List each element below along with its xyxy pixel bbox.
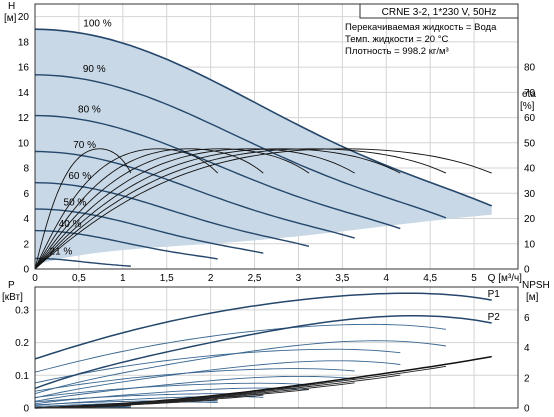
x-tick-label: 0,5: [72, 273, 86, 284]
x-tick-label: 4,5: [423, 273, 437, 284]
y2-tick-label: 4: [524, 343, 530, 354]
x-axis-label: Q [м³/ч]: [488, 273, 523, 284]
y-tick-label: 4: [23, 214, 29, 225]
y2-tick-label: 50: [524, 138, 536, 149]
speed-label: 100 %: [83, 19, 111, 30]
head-curve: [35, 257, 131, 267]
y2-axis-label: eta: [522, 89, 536, 100]
speed-label: 90 %: [83, 64, 106, 75]
info-line: Плотность = 998.2 кг/м³: [345, 46, 449, 57]
y-axis-label: P: [8, 280, 15, 291]
x-tick-label: 3,5: [335, 273, 349, 284]
chart-title: CRNE 3-2, 1*230 V, 50Hz: [382, 7, 497, 18]
y2-tick-label: 30: [524, 189, 536, 200]
head-curve: [34, 74, 447, 219]
y-axis-label: H: [8, 1, 15, 12]
y2-axis-label: NPSH: [522, 280, 550, 291]
x-tick-label: 2,5: [248, 273, 262, 284]
y2-tick-label: 6: [524, 313, 530, 324]
speed-label: 70 %: [73, 140, 96, 151]
efficiency-curve: [34, 148, 132, 270]
title-box: [359, 3, 519, 19]
head-curve: [34, 28, 493, 207]
y-tick-label: 8: [23, 164, 29, 175]
speed-label: 50 %: [64, 197, 87, 208]
power-curve: [34, 348, 401, 384]
y2-tick-label: 10: [524, 239, 536, 250]
efficiency-curve: [34, 148, 355, 270]
head-curve: [34, 229, 218, 260]
series-label: P2: [488, 312, 501, 323]
power-curve: [34, 387, 310, 405]
x-tick-label: 3: [296, 273, 302, 284]
y2-tick-label: 40: [524, 164, 536, 175]
x-tick-label: 4: [383, 273, 389, 284]
y2-tick-label: 20: [524, 214, 536, 225]
head-curve: [34, 114, 401, 230]
y-tick-label: 2: [23, 239, 29, 250]
y-tick-label: 18: [18, 37, 30, 48]
head-curve: [34, 182, 310, 247]
speed-label: 80 %: [78, 104, 101, 115]
operating-area: [35, 29, 492, 266]
y2-tick-label: 0: [524, 265, 530, 276]
speed-label: 21 %: [50, 246, 73, 257]
efficiency-curve: [34, 148, 264, 270]
y2-tick-label: 80: [524, 63, 536, 74]
head-curve: [35, 208, 264, 254]
power-curve: [34, 382, 310, 398]
x-tick-label: 2: [208, 273, 214, 284]
x-tick-label: 0: [32, 273, 38, 284]
power-curve: [34, 314, 492, 390]
y-tick-label: 14: [18, 88, 30, 99]
power-curve: [34, 368, 355, 392]
y-tick-label: 0.1: [15, 371, 29, 382]
y-tick-label: 0: [23, 404, 29, 415]
series-label: P1: [488, 289, 501, 300]
power-curve: [34, 323, 447, 373]
y2-tick-label: 0: [524, 404, 530, 415]
power-curve: [34, 292, 492, 360]
power-curve: [34, 340, 447, 395]
y-tick-label: 10: [18, 138, 30, 149]
y-tick-label: 0: [23, 265, 29, 276]
power-curve: [34, 375, 355, 402]
x-tick-label: 5: [471, 273, 477, 284]
top-plot-frame: [34, 3, 519, 270]
y-tick-label: 12: [18, 113, 30, 124]
efficiency-curve: [34, 148, 219, 270]
y-tick-label: 0.3: [15, 305, 29, 316]
y-tick-label: 6: [23, 189, 29, 200]
head-curve: [34, 150, 355, 239]
y-tick-label: 0.2: [15, 338, 29, 349]
efficiency-curve: [34, 148, 401, 270]
speed-label: 40 %: [59, 219, 82, 230]
bottom-plot-frame: [34, 286, 519, 409]
y2-tick-label: 70: [524, 88, 536, 99]
y2-tick-label: 60: [524, 113, 536, 124]
y-tick-label: 20: [18, 12, 30, 23]
info-line: Темп. жидкости = 20 °C: [345, 34, 448, 45]
x-tick-label: 1,5: [160, 273, 174, 284]
efficiency-curve: [34, 148, 447, 270]
speed-label: 60 %: [68, 171, 91, 182]
y-tick-label: 16: [18, 63, 30, 74]
x-tick-label: 1: [120, 273, 126, 284]
y2-axis-unit: [м]: [526, 292, 539, 303]
y2-axis-unit: [%]: [520, 101, 535, 112]
efficiency-curve: [34, 148, 492, 270]
info-line: Перекачиваемая жидкость = Вода: [345, 22, 497, 33]
y-axis-unit: [кВт]: [2, 292, 23, 303]
efficiency-curve: [34, 148, 310, 270]
y2-tick-label: 2: [524, 373, 530, 384]
y-axis-unit: [м]: [4, 13, 17, 24]
power-curve: [34, 360, 401, 399]
